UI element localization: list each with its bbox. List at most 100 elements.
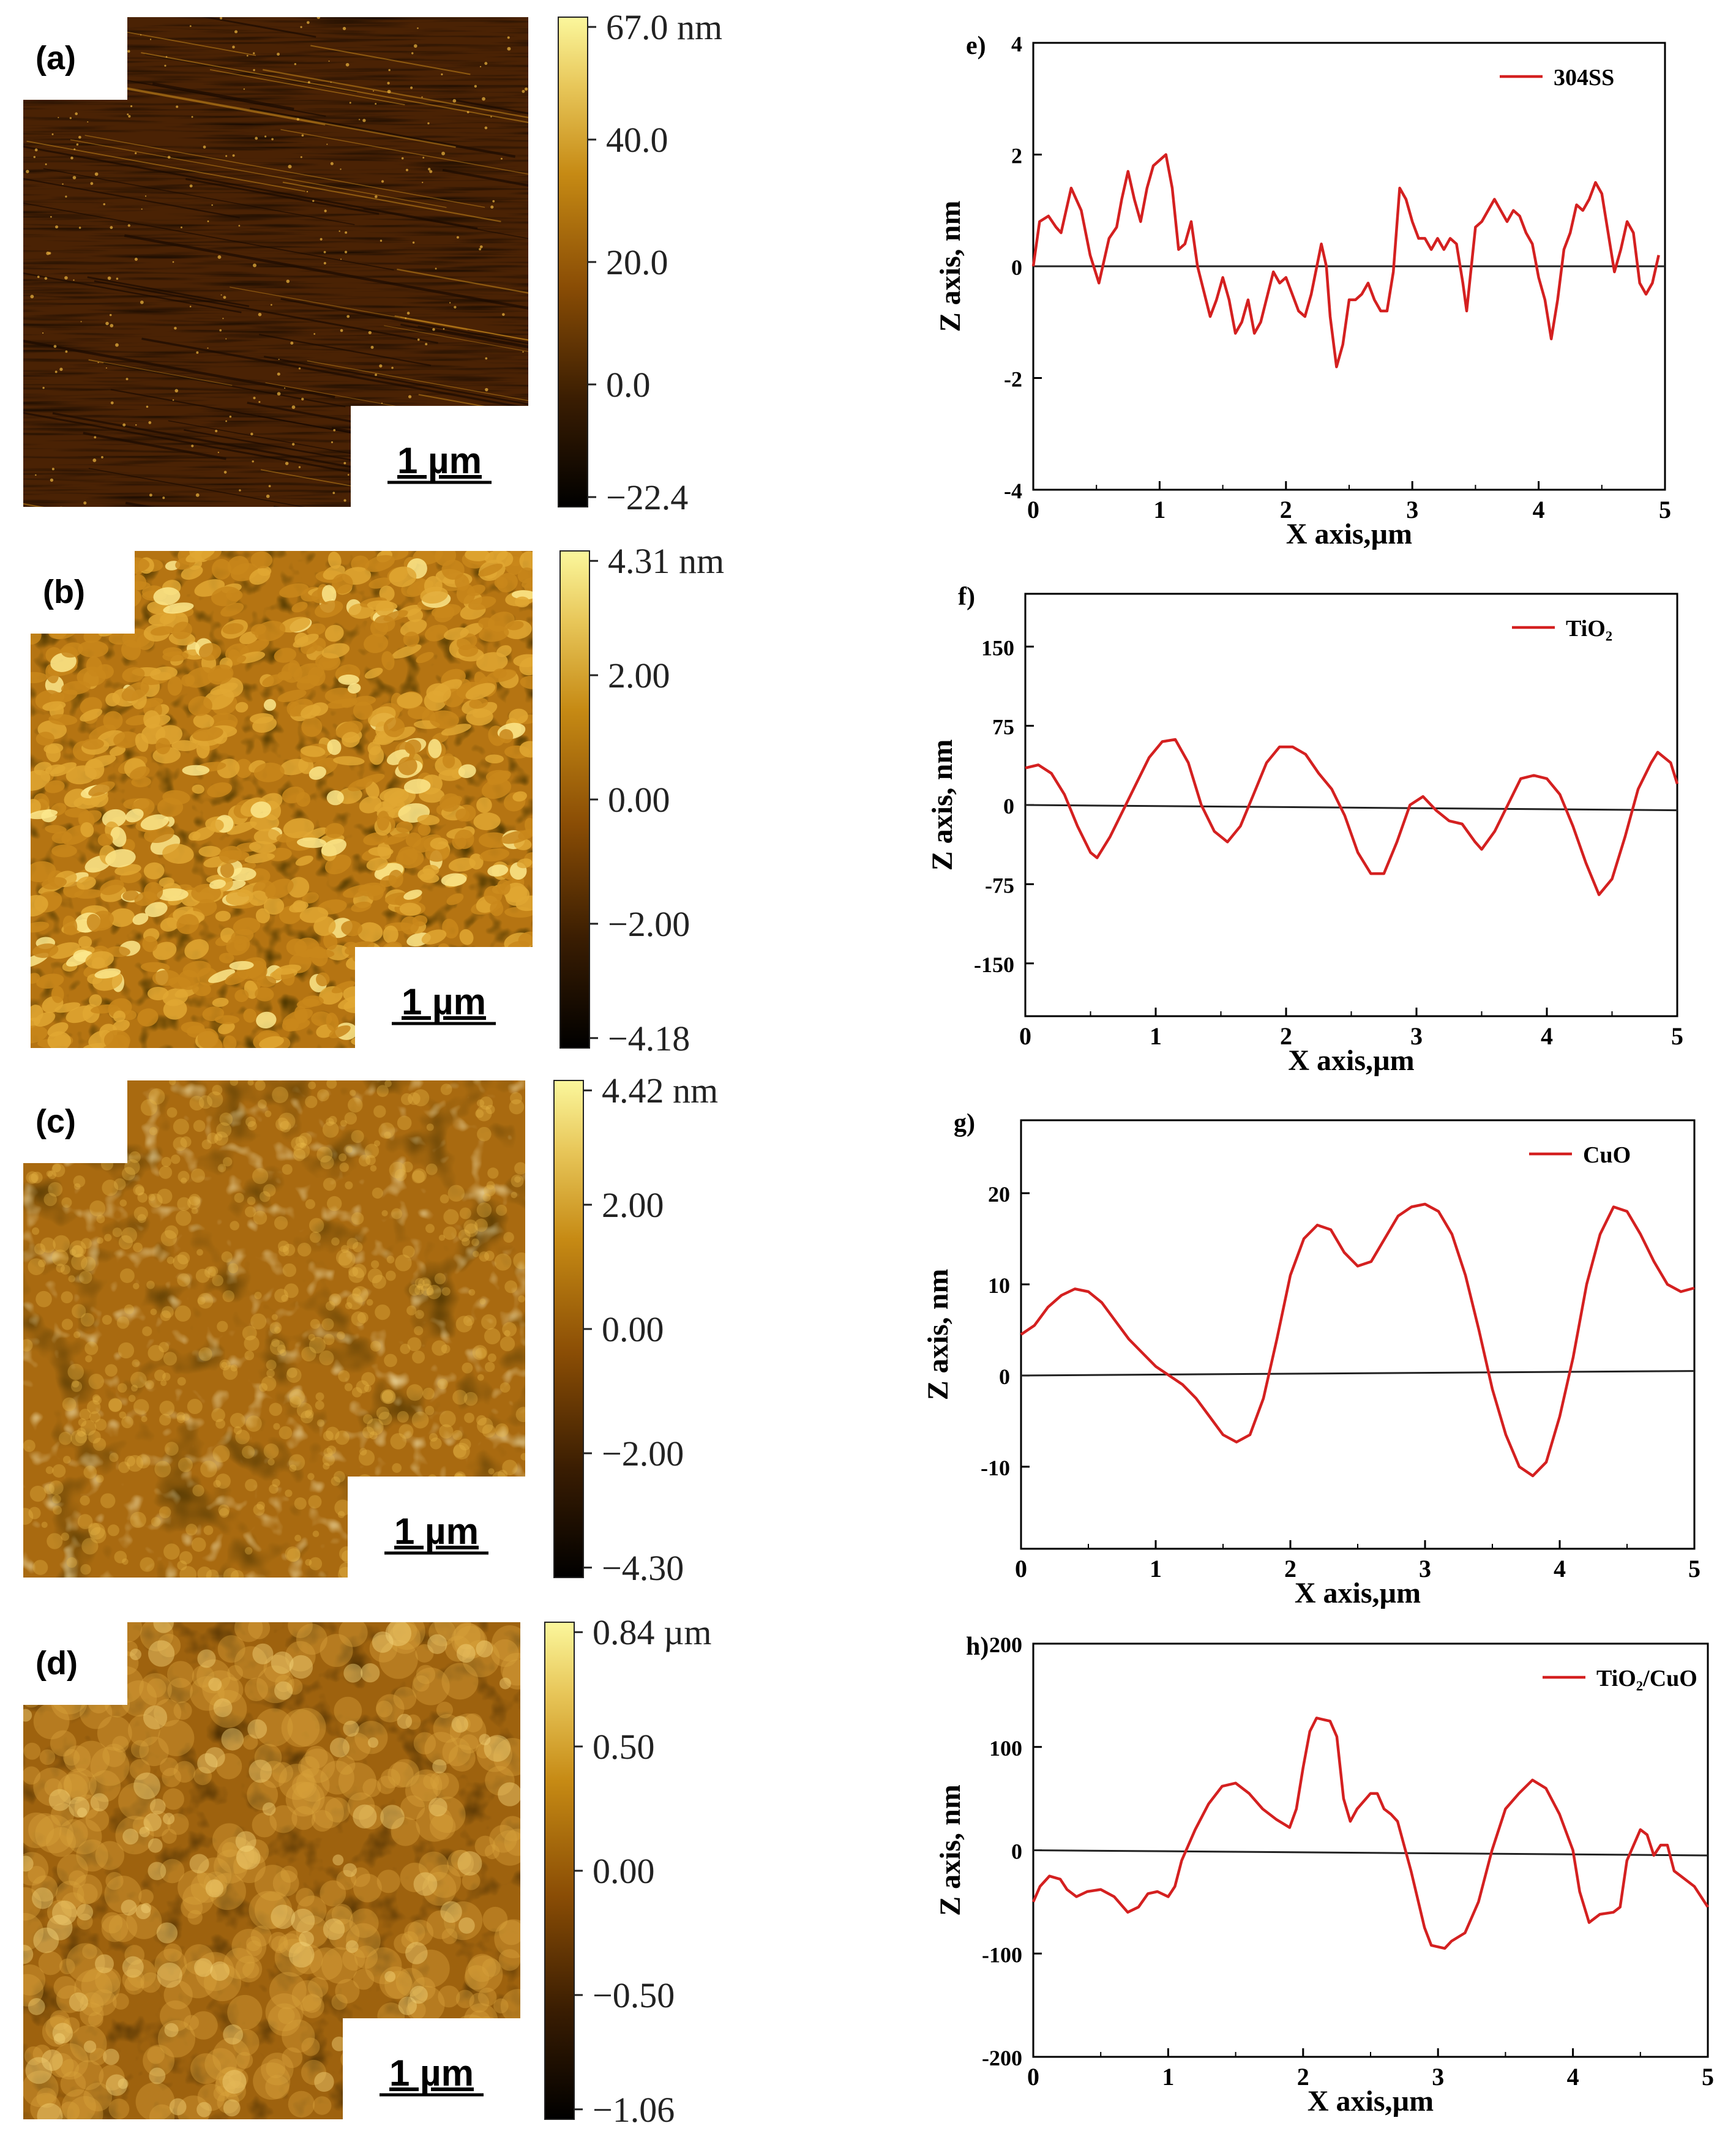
afm-speck [225, 338, 227, 340]
afm-bump [412, 1168, 427, 1183]
afm-bump [362, 1414, 373, 1424]
afm-blob [138, 1889, 154, 1905]
afm-speck [180, 226, 182, 228]
afm-blob [410, 1769, 443, 1802]
afm-speck [33, 155, 36, 159]
afm-bump [513, 1252, 525, 1270]
y-tick-label: 75 [992, 715, 1014, 739]
afm-blob [36, 2087, 57, 2108]
afm-bump [351, 1311, 366, 1327]
afm-grain [109, 908, 135, 927]
afm-speck [417, 27, 419, 29]
afm-bump [258, 1099, 267, 1109]
afm-grain [42, 701, 66, 711]
afm-grain [36, 732, 54, 746]
afm-speck [333, 429, 336, 432]
afm-grain [420, 586, 448, 604]
afm-highlight-blob [458, 1917, 475, 1934]
afm-highlight-blob [153, 1622, 174, 1633]
afm-highlight-blob [156, 1922, 178, 1944]
afm-bump [69, 1249, 77, 1256]
afm-grain [364, 667, 383, 679]
afm-highlight-blob [456, 1644, 476, 1663]
afm-bump [352, 1241, 363, 1252]
afm-blob [209, 1690, 247, 1728]
afm-bump [23, 1439, 36, 1452]
afm-speck [323, 250, 326, 253]
afm-grain [473, 812, 501, 831]
afm-blob [104, 1876, 142, 1913]
afm-blob [44, 1778, 62, 1797]
afm-blob [163, 1943, 182, 1962]
afm-bump [214, 1131, 228, 1146]
afm-grain [97, 833, 113, 847]
afm-speck [479, 245, 483, 249]
afm-highlight-blob [451, 1716, 469, 1733]
afm-bump [385, 1270, 396, 1281]
afm-bump [228, 1263, 239, 1274]
afm-bump [411, 1411, 429, 1429]
afm-speck [125, 378, 129, 381]
afm-grain [207, 782, 233, 798]
afm-bump [438, 1234, 445, 1241]
afm-bump [359, 1448, 367, 1456]
colorbar-a [558, 17, 588, 507]
afm-bump [28, 1174, 38, 1183]
afm-speck [271, 138, 274, 141]
afm-blob [395, 1967, 425, 1997]
afm-bump [230, 1364, 238, 1372]
afm-blob [64, 1745, 91, 1773]
afm-blob [413, 1675, 430, 1692]
afm-bump [219, 1112, 233, 1126]
afm-speck [172, 399, 174, 401]
afm-grain [487, 864, 509, 877]
afm-grain [80, 708, 103, 722]
afm-grain [388, 869, 403, 888]
afm-bump [479, 1251, 490, 1262]
afm-speck [485, 357, 488, 360]
afm-speck [331, 441, 334, 443]
afm-blob [53, 1975, 77, 1999]
x-tick-label: 0 [1027, 2063, 1039, 2091]
afm-bump [216, 1122, 232, 1138]
afm-speck [370, 345, 374, 349]
afm-bump [293, 1148, 306, 1161]
afm-speck [264, 135, 267, 138]
y-tick-label: -150 [974, 953, 1014, 977]
afm-blob [427, 1864, 462, 1898]
afm-grain [368, 847, 394, 856]
afm-grain [446, 893, 464, 905]
afm-speck [116, 277, 119, 280]
afm-scratch [70, 139, 447, 208]
afm-grain [231, 929, 254, 945]
afm-highlight-blob [385, 1622, 411, 1647]
afm-blob [177, 2095, 210, 2119]
panel-label-d: (d) [36, 1645, 78, 1682]
afm-bump [389, 1161, 406, 1179]
afm-blob [462, 1639, 500, 1677]
afm-blob [236, 2051, 253, 2069]
afm-grain [509, 708, 528, 724]
afm-bump [305, 1199, 315, 1210]
afm-bump [77, 1428, 86, 1437]
afm-bump [326, 1117, 334, 1126]
afm-bump [171, 1154, 181, 1164]
afm-blob [499, 1920, 520, 1945]
afm-speck [135, 152, 137, 154]
afm-grain [150, 666, 178, 681]
afm-grain [192, 727, 223, 741]
afm-blob [95, 1841, 125, 1870]
afm-blob [268, 1931, 288, 1952]
afm-grain [484, 551, 508, 563]
afm-blob [392, 1622, 417, 1643]
afm-bump [80, 1312, 95, 1327]
afm-scratch [125, 501, 155, 507]
afm-blob [187, 1909, 203, 1925]
afm-grain [103, 711, 123, 730]
afm-blob [121, 1680, 157, 1717]
afm-blob [485, 1765, 515, 1796]
afm-bump [263, 1443, 279, 1459]
afm-bump [422, 1279, 430, 1287]
afm-blob [248, 1622, 271, 1639]
afm-grain [181, 674, 195, 687]
